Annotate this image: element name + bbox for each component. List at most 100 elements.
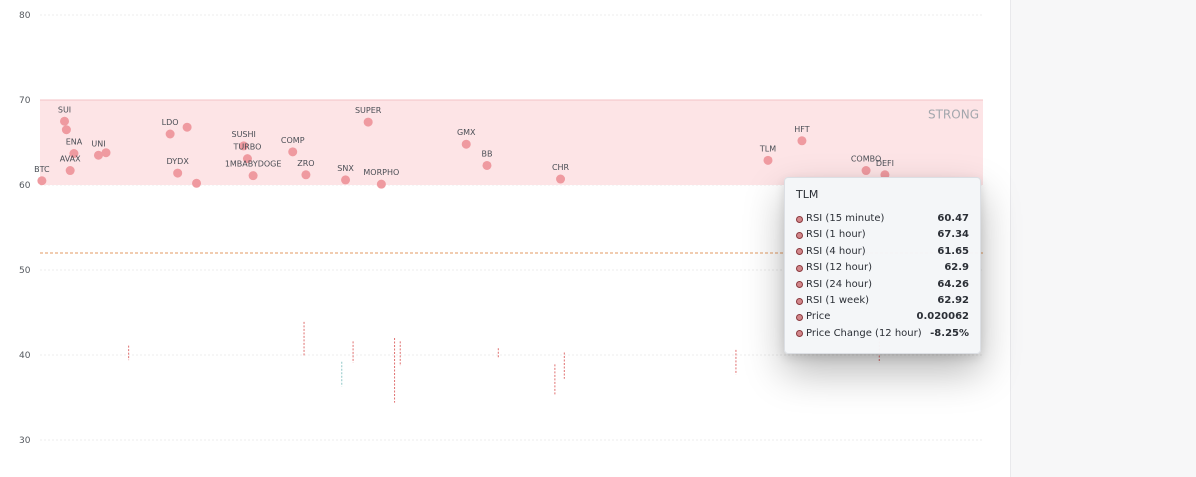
- tooltip-row-left: RSI (24 hour): [796, 277, 872, 293]
- point-label: DYDX: [167, 157, 190, 166]
- data-point[interactable]: [65, 166, 75, 176]
- data-point[interactable]: [341, 175, 351, 185]
- series-dot-icon: [796, 264, 803, 272]
- point-label: COMBO: [851, 155, 881, 164]
- point-label: SNX: [337, 164, 354, 173]
- tooltip-row-label: RSI (4 hour): [806, 245, 866, 257]
- point-label: CHR: [552, 163, 570, 172]
- tooltip-row-label: RSI (1 week): [806, 294, 870, 306]
- data-point[interactable]: [60, 116, 70, 126]
- data-point[interactable]: [101, 148, 111, 158]
- tooltip-row-value: 61.65: [937, 245, 969, 257]
- data-points: BTC SUI ENA AVAX UNI LDO DYDX SUSHI TURBO 1MBABYD…: [34, 105, 894, 189]
- data-point[interactable]: [248, 171, 258, 181]
- tooltip-row-left: RSI (12 hour): [796, 260, 872, 276]
- tooltip-rows: RSI (15 minute) 60.47 RSI (1 hour) 67.34 RSI…: [796, 211, 969, 342]
- tooltip-row-value: 67.34: [937, 229, 969, 241]
- tooltip-row-label: Price Change (12 hour): [806, 327, 922, 339]
- data-point[interactable]: [192, 178, 202, 188]
- data-point[interactable]: [165, 129, 175, 139]
- tooltip-row-left: Price Change (12 hour): [796, 326, 922, 342]
- point-label: UNI: [91, 139, 105, 148]
- series-dot-icon: [796, 330, 803, 338]
- data-point[interactable]: [763, 155, 773, 165]
- tooltip-row-left: RSI (1 hour): [796, 227, 866, 243]
- y-tick-label: 40: [19, 351, 31, 361]
- point-label: GMX: [457, 128, 476, 137]
- data-point[interactable]: [556, 174, 566, 184]
- tooltip-row-left: RSI (15 minute): [796, 211, 884, 227]
- tooltip-row-value: 60.47: [937, 213, 969, 224]
- data-point[interactable]: [797, 136, 807, 146]
- tooltip-row-left: Price: [796, 309, 830, 325]
- data-point[interactable]: [93, 150, 103, 160]
- point-tooltip: TLM RSI (15 minute) 60.47 RSI (1 hour) 67.3…: [784, 177, 981, 354]
- tooltip-row-left: RSI (4 hour): [796, 244, 866, 260]
- tooltip-title: TLM: [796, 188, 819, 201]
- series-dot-icon: [796, 248, 803, 256]
- data-point[interactable]: [482, 160, 492, 170]
- data-point[interactable]: [301, 170, 311, 180]
- tooltip-row-label: RSI (1 hour): [806, 229, 866, 241]
- y-axis: 30 40 50 60 70 80: [19, 11, 31, 446]
- data-point[interactable]: [173, 168, 183, 178]
- point-label: COMP: [281, 136, 305, 145]
- point-label: 1MBABYDOGE: [225, 160, 282, 169]
- tooltip-row-label: RSI (12 hour): [806, 262, 873, 274]
- data-point[interactable]: [376, 179, 386, 189]
- series-dot-icon: [796, 281, 803, 289]
- data-point[interactable]: [37, 176, 47, 186]
- point-label: BTC: [34, 165, 50, 174]
- y-tick-label: 70: [19, 96, 31, 106]
- tooltip-row: RSI (1 week) 62.92: [796, 293, 969, 309]
- range-markers: [128, 321, 880, 403]
- tooltip-row: Price Change (12 hour) -8.25%: [796, 326, 969, 342]
- data-point[interactable]: [61, 125, 71, 135]
- tooltip-row-label: RSI (24 hour): [806, 278, 873, 290]
- point-label: SUSHI: [231, 130, 255, 139]
- strong-zone-band: [40, 100, 983, 185]
- y-tick-label: 60: [19, 181, 31, 191]
- tooltip-row: RSI (15 minute) 60.47: [796, 211, 969, 227]
- data-point[interactable]: [363, 117, 373, 127]
- tooltip-row: RSI (1 hour) 67.34: [796, 227, 969, 243]
- series-dot-icon: [796, 314, 803, 322]
- point-label: LDO: [162, 118, 179, 127]
- data-point[interactable]: [242, 154, 252, 164]
- point-label: ENA: [66, 138, 83, 147]
- tooltip-row: RSI (12 hour) 62.9: [796, 260, 969, 276]
- data-point[interactable]: [182, 122, 192, 132]
- tooltip-row-value: -8.25%: [930, 327, 969, 339]
- strong-zone: STRONG: [40, 99, 983, 185]
- point-label: DEFI: [876, 159, 894, 168]
- tooltip-row-label: RSI (15 minute): [806, 213, 885, 224]
- y-tick-label: 80: [19, 11, 31, 21]
- point-label: SUI: [58, 105, 71, 114]
- data-point[interactable]: [239, 141, 249, 151]
- tooltip-row-value: 62.9: [944, 262, 969, 274]
- series-dot-icon: [796, 232, 803, 240]
- tooltip-row-label: Price: [806, 311, 831, 323]
- point-label: TLM: [759, 144, 776, 153]
- data-point[interactable]: [861, 166, 871, 176]
- data-point[interactable]: [288, 147, 298, 157]
- y-tick-label: 50: [19, 266, 31, 276]
- tooltip-row: RSI (24 hour) 64.26: [796, 277, 969, 293]
- point-label: MORPHO: [363, 168, 399, 177]
- point-label: ZRO: [297, 159, 314, 168]
- tooltip-row: RSI (4 hour) 61.65: [796, 244, 969, 260]
- y-tick-label: 30: [19, 436, 31, 446]
- point-label: AVAX: [60, 155, 81, 164]
- point-label: TURBO: [232, 143, 261, 152]
- tooltip-row-value: 0.020062: [916, 311, 969, 323]
- right-side-panel: [1010, 0, 1196, 477]
- data-point[interactable]: [69, 149, 79, 159]
- tooltip-row-left: RSI (1 week): [796, 293, 869, 309]
- tooltip-row: Price 0.020062: [796, 309, 969, 325]
- zone-label: STRONG: [928, 108, 979, 122]
- series-dot-icon: [796, 215, 803, 223]
- tooltip-row-value: 62.92: [937, 294, 969, 306]
- data-point[interactable]: [461, 139, 471, 149]
- point-label: BB: [481, 149, 492, 158]
